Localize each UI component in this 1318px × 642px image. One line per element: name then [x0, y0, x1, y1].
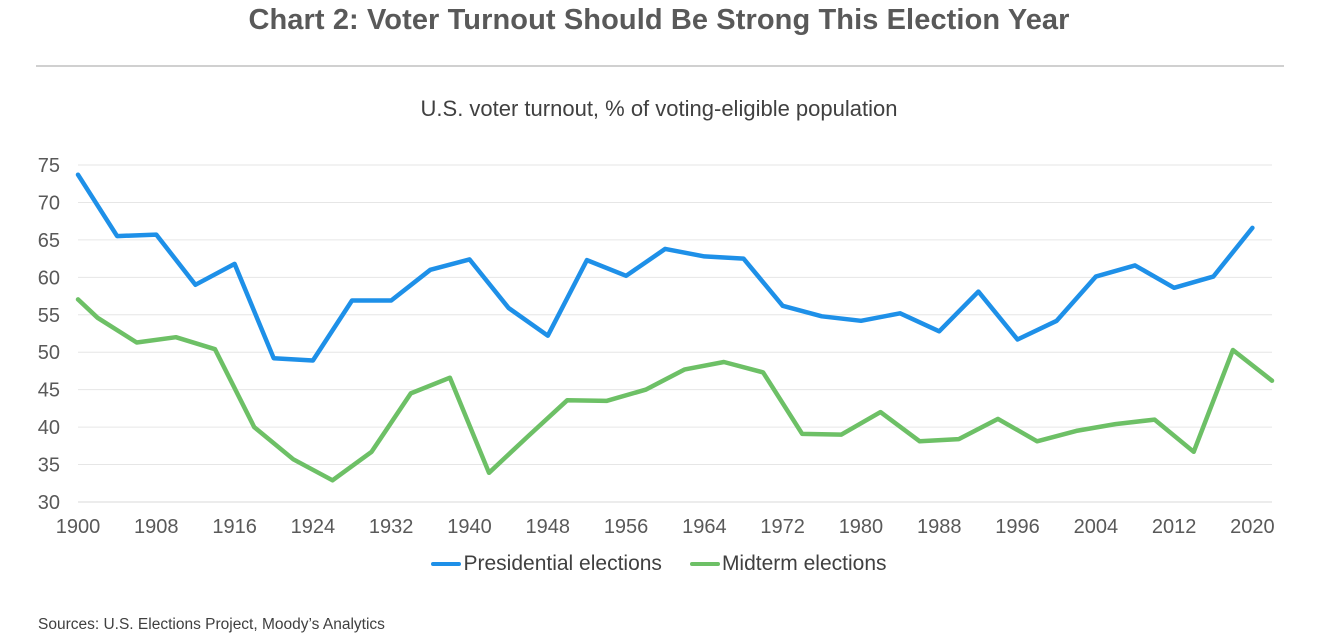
x-tick-label: 1948: [526, 516, 571, 538]
x-axis-tick-labels: 1900 1908 1916 1924 1932 1940 1948 1956 1964 1972…: [56, 516, 1275, 538]
x-tick-label: 1916: [212, 516, 257, 538]
x-tick-label: 2004: [1074, 516, 1119, 538]
y-tick-label: 60: [38, 267, 60, 289]
x-tick-label: 1972: [760, 516, 805, 538]
x-tick-label: 2012: [1152, 516, 1197, 538]
source-note: Sources: U.S. Elections Project, Moody’s…: [38, 616, 385, 633]
x-tick-label: 1964: [682, 516, 727, 538]
x-tick-label: 1900: [56, 516, 101, 538]
y-tick-label: 45: [38, 380, 60, 402]
y-tick-label: 35: [38, 455, 60, 477]
chart-subtitle: U.S. voter turnout, % of voting-eligible…: [420, 96, 898, 121]
legend-label-presidential: Presidential elections: [463, 552, 662, 575]
y-tick-label: 70: [38, 192, 60, 214]
y-tick-label: 30: [38, 492, 60, 514]
y-tick-label: 40: [38, 417, 60, 439]
x-tick-label: 2020: [1230, 516, 1275, 538]
chart-title: Chart 2: Voter Turnout Should Be Strong …: [248, 4, 1070, 36]
legend-swatch-presidential: [431, 562, 462, 566]
series-lines: [75, 172, 1275, 483]
x-tick-label: 1980: [839, 516, 884, 538]
gridlines: [78, 164, 1272, 503]
x-tick-label: 1988: [917, 516, 962, 538]
chart-legend: Presidential elections Midterm elections: [0, 552, 1318, 576]
legend-label-midterm: Midterm elections: [721, 552, 887, 575]
legend-item-midterm: Midterm elections: [689, 552, 887, 576]
legend-item-presidential: Presidential elections: [431, 552, 662, 576]
x-tick-label: 1932: [369, 516, 414, 538]
legend-swatch-midterm: [689, 562, 720, 566]
title-divider: [36, 65, 1284, 67]
series-line-presidential: [75, 172, 1255, 363]
y-axis-tick-labels: 30 35 40 45 50 55 60 65 70 75: [38, 155, 60, 514]
x-tick-label: 1940: [447, 516, 492, 538]
y-tick-label: 50: [38, 342, 60, 364]
y-tick-label: 75: [38, 155, 60, 177]
series-line-midterm: [75, 297, 1275, 483]
x-tick-label: 1996: [995, 516, 1040, 538]
y-tick-label: 65: [38, 230, 60, 252]
x-tick-label: 1908: [134, 516, 179, 538]
line-chart: 30 35 40 45 50 55 60 65 70 75 1900 1908 1916 1924 193…: [38, 155, 1275, 538]
y-tick-label: 55: [38, 305, 60, 327]
x-tick-label: 1924: [291, 516, 336, 538]
x-tick-label: 1956: [604, 516, 649, 538]
